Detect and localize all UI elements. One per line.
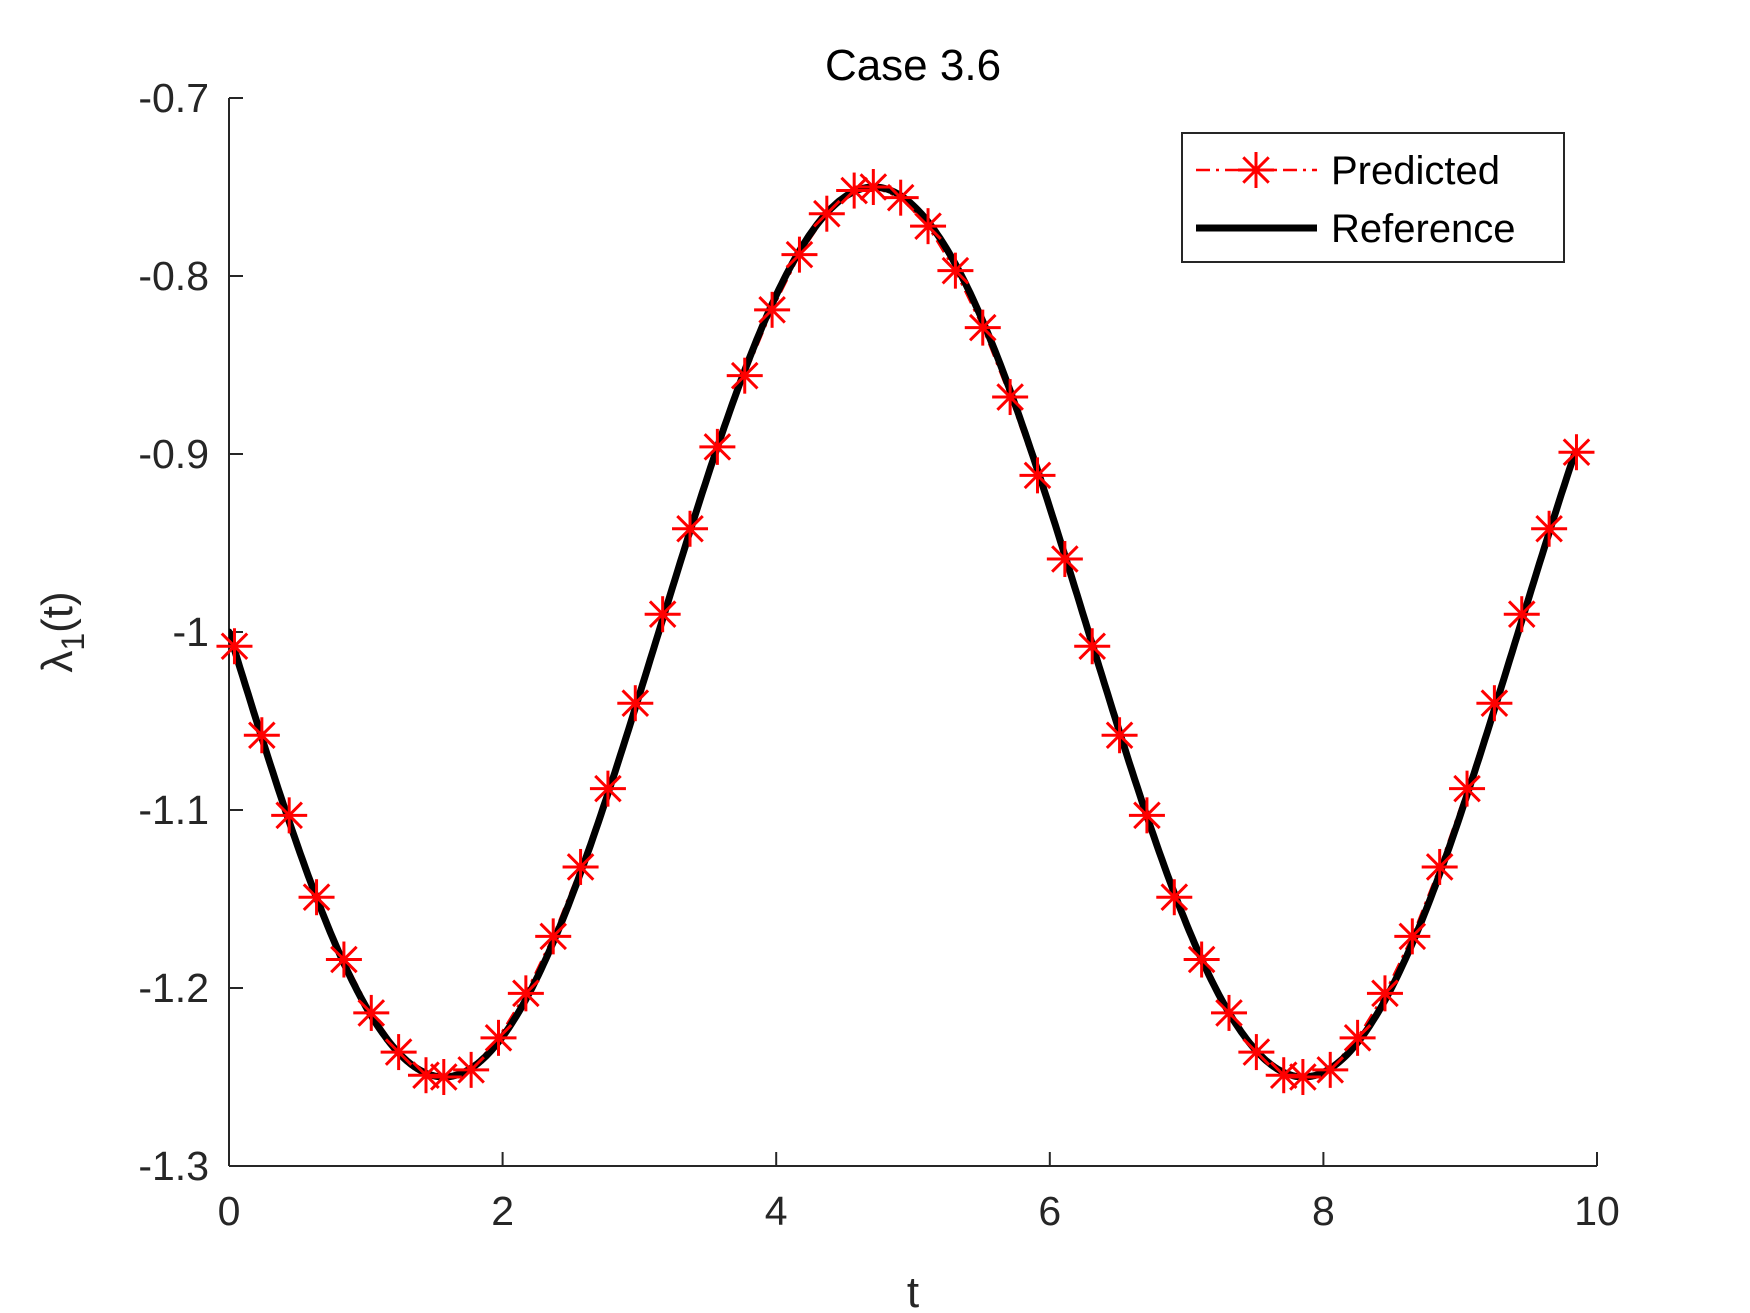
predicted-point xyxy=(243,717,280,754)
y-axis-title-tail: (t) xyxy=(33,591,82,633)
y-tick-label: -1 xyxy=(173,609,209,655)
legend-reference-label: Reference xyxy=(1331,207,1516,251)
predicted-point xyxy=(298,879,335,916)
predicted-point xyxy=(754,291,791,328)
predicted-point xyxy=(1284,1059,1321,1095)
x-tick-label: 10 xyxy=(1574,1188,1620,1234)
x-tick-label: 4 xyxy=(765,1188,788,1234)
y-tick-label: -1.1 xyxy=(138,787,209,833)
predicted-point xyxy=(1183,941,1220,978)
predicted-point xyxy=(1046,541,1083,578)
x-tick-label: 2 xyxy=(491,1188,514,1234)
predicted-point xyxy=(1558,434,1595,471)
predicted-point xyxy=(271,797,308,834)
predicted-point xyxy=(1476,685,1513,722)
x-tick-label: 8 xyxy=(1312,1188,1335,1234)
predicted-point xyxy=(507,975,544,1012)
predicted-point xyxy=(1531,510,1568,547)
predicted-point xyxy=(1339,1019,1376,1056)
predicted-point xyxy=(1074,628,1111,665)
x-tick-label: 0 xyxy=(218,1188,241,1234)
legend-predicted-label: Predicted xyxy=(1331,149,1500,193)
predicted-point xyxy=(1449,770,1486,807)
predicted-point xyxy=(672,510,709,547)
y-axis-ticks: -1.3 -1.2 -1.1 -1 -0.9 -0.8 -0.7 xyxy=(138,75,243,1189)
predicted-point xyxy=(325,941,362,978)
y-tick-label: -1.3 xyxy=(138,1143,209,1189)
predicted-point xyxy=(1366,975,1403,1012)
predicted-point xyxy=(1503,596,1540,633)
predicted-point xyxy=(992,379,1029,416)
y-axis-title-main: λ xyxy=(33,651,82,673)
predicted-point xyxy=(1312,1051,1349,1088)
y-axis-title: λ1(t) xyxy=(33,591,91,672)
predicted-point xyxy=(1128,797,1165,834)
predicted-point xyxy=(453,1051,490,1088)
predicted-point xyxy=(589,770,626,807)
plot-area xyxy=(229,98,1597,1166)
y-tick-label: -0.9 xyxy=(138,431,209,477)
predicted-point xyxy=(425,1059,462,1095)
x-axis-ticks: 0 2 4 6 8 10 xyxy=(218,1152,1620,1234)
predicted-point xyxy=(562,848,599,885)
predicted-point xyxy=(808,195,845,232)
predicted-point xyxy=(644,596,681,633)
predicted-point xyxy=(407,1057,444,1094)
y-tick-label: -0.7 xyxy=(138,75,209,121)
legend-predicted-marker xyxy=(1238,152,1274,188)
predicted-point xyxy=(937,252,974,289)
y-tick-label: -1.2 xyxy=(138,965,209,1011)
predicted-point xyxy=(726,357,763,394)
predicted-point xyxy=(1394,918,1431,955)
predicted-point xyxy=(353,994,390,1031)
predicted-point xyxy=(1238,1034,1275,1071)
y-axis-title-subscript: 1 xyxy=(55,633,91,651)
predicted-markers xyxy=(216,169,1595,1095)
predicted-point xyxy=(380,1034,417,1071)
x-axis-title: t xyxy=(907,1268,919,1313)
chart-title: Case 3.6 xyxy=(825,41,1001,90)
legend-asterisk xyxy=(1238,152,1274,188)
y-tick-label: -0.8 xyxy=(138,253,209,299)
predicted-point xyxy=(1265,1057,1302,1094)
predicted-point xyxy=(1211,994,1248,1031)
predicted-point xyxy=(781,236,818,273)
predicted-point xyxy=(1101,717,1138,754)
predicted-point xyxy=(1421,848,1458,885)
predicted-point xyxy=(480,1019,517,1056)
predicted-point xyxy=(617,685,654,722)
predicted-point xyxy=(910,208,947,245)
predicted-point xyxy=(855,169,892,205)
predicted-point xyxy=(1156,879,1193,916)
predicted-point xyxy=(964,309,1001,346)
predicted-point xyxy=(216,628,253,665)
legend-box xyxy=(1181,132,1565,263)
svg-text:λ1(t): λ1(t) xyxy=(33,591,91,672)
legend: Predicted Reference xyxy=(1181,132,1565,263)
predicted-point xyxy=(535,918,572,955)
predicted-point xyxy=(836,172,873,209)
predicted-point xyxy=(699,428,736,465)
predicted-point xyxy=(882,179,919,216)
predicted-point xyxy=(1019,457,1056,494)
x-tick-label: 6 xyxy=(1038,1188,1061,1234)
